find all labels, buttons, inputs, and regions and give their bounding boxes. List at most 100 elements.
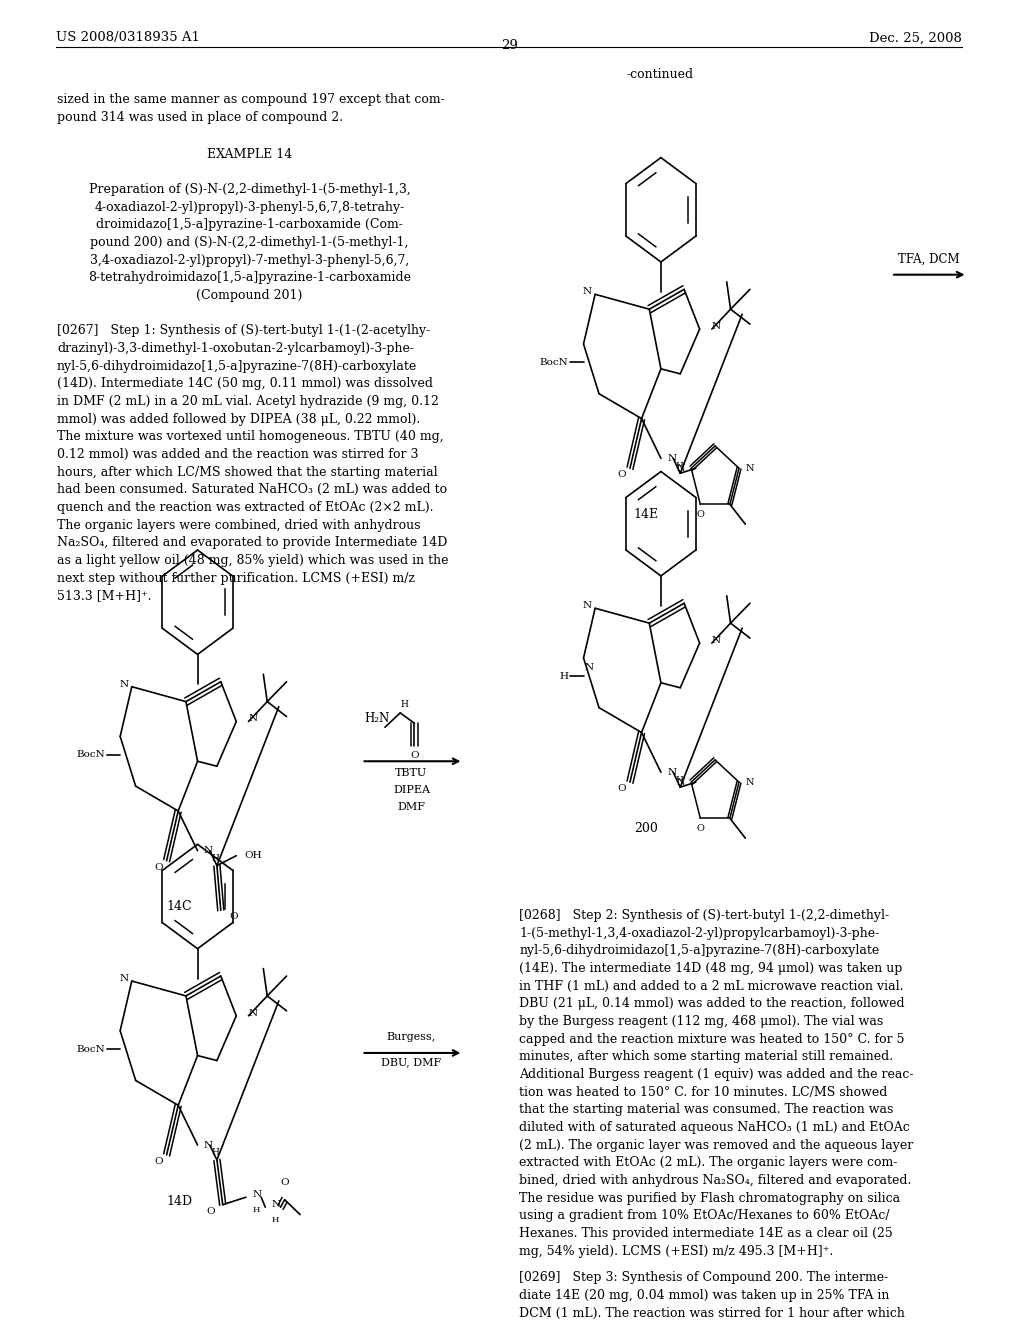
Text: Burgess,: Burgess, <box>387 1032 436 1043</box>
Text: N: N <box>583 288 592 296</box>
Text: O: O <box>281 1177 289 1187</box>
Text: OH: OH <box>245 851 262 861</box>
Text: using a gradient from 10% EtOAc/Hexanes to 60% EtOAc/: using a gradient from 10% EtOAc/Hexanes … <box>519 1209 890 1222</box>
Text: by the Burgess reagent (112 mg, 468 μmol). The vial was: by the Burgess reagent (112 mg, 468 μmol… <box>519 1015 884 1028</box>
Text: tion was heated to 150° C. for 10 minutes. LC/MS showed: tion was heated to 150° C. for 10 minute… <box>519 1085 888 1098</box>
Text: BocN: BocN <box>76 750 104 759</box>
Text: N: N <box>271 1200 281 1209</box>
Text: in DMF (2 mL) in a 20 mL vial. Acetyl hydrazide (9 mg, 0.12: in DMF (2 mL) in a 20 mL vial. Acetyl hy… <box>57 395 439 408</box>
Text: DCM (1 mL). The reaction was stirred for 1 hour after which: DCM (1 mL). The reaction was stirred for… <box>519 1307 905 1320</box>
Text: The mixture was vortexed until homogeneous. TBTU (40 mg,: The mixture was vortexed until homogeneo… <box>57 430 443 444</box>
Text: Dec. 25, 2008: Dec. 25, 2008 <box>869 32 963 45</box>
Text: Na₂SO₄, filtered and evaporated to provide Intermediate 14D: Na₂SO₄, filtered and evaporated to provi… <box>57 536 447 549</box>
Text: nyl-5,6-dihydroimidazo[1,5-a]pyrazine-7(8H)-carboxylate: nyl-5,6-dihydroimidazo[1,5-a]pyrazine-7(… <box>57 360 417 372</box>
Text: N: N <box>712 636 721 645</box>
Text: pound 314 was used in place of compound 2.: pound 314 was used in place of compound … <box>57 111 343 124</box>
Text: mmol) was added followed by DIPEA (38 μL, 0.22 mmol).: mmol) was added followed by DIPEA (38 μL… <box>57 413 420 425</box>
Text: [0269]   Step 3: Synthesis of Compound 200. The interme-: [0269] Step 3: Synthesis of Compound 200… <box>519 1271 889 1284</box>
Text: N: N <box>585 663 594 672</box>
Text: N: N <box>119 974 128 983</box>
Text: O: O <box>696 510 705 519</box>
Text: H: H <box>271 1216 279 1224</box>
Text: H: H <box>400 700 409 709</box>
Text: 200: 200 <box>634 822 657 836</box>
Text: pound 200) and (S)-N-(2,2-dimethyl-1-(5-methyl-1,: pound 200) and (S)-N-(2,2-dimethyl-1-(5-… <box>90 236 409 249</box>
Text: DBU (21 μL, 0.14 mmol) was added to the reaction, followed: DBU (21 μL, 0.14 mmol) was added to the … <box>519 998 905 1010</box>
Text: O: O <box>411 751 419 760</box>
Text: that the starting material was consumed. The reaction was: that the starting material was consumed.… <box>519 1104 894 1117</box>
Text: minutes, after which some starting material still remained.: minutes, after which some starting mater… <box>519 1051 894 1064</box>
Text: H₂N: H₂N <box>365 711 390 725</box>
Text: in THF (1 mL) and added to a 2 mL microwave reaction vial.: in THF (1 mL) and added to a 2 mL microw… <box>519 979 904 993</box>
Text: as a light yellow oil (48 mg, 85% yield) which was used in the: as a light yellow oil (48 mg, 85% yield)… <box>57 554 449 568</box>
Text: 1-(5-methyl-1,3,4-oxadiazol-2-yl)propylcarbamoyl)-3-phe-: 1-(5-methyl-1,3,4-oxadiazol-2-yl)propylc… <box>519 927 880 940</box>
Text: DBU, DMF: DBU, DMF <box>381 1057 441 1067</box>
Text: BocN: BocN <box>540 358 568 367</box>
Text: quench and the reaction was extracted of EtOAc (2×2 mL).: quench and the reaction was extracted of… <box>57 502 433 513</box>
Text: TBTU: TBTU <box>395 768 427 777</box>
Text: O: O <box>617 470 626 479</box>
Text: 3,4-oxadiazol-2-yl)propyl)-7-methyl-3-phenyl-5,6,7,: 3,4-oxadiazol-2-yl)propyl)-7-methyl-3-ph… <box>90 253 410 267</box>
Text: extracted with EtOAc (2 mL). The organic layers were com-: extracted with EtOAc (2 mL). The organic… <box>519 1156 898 1170</box>
Text: Preparation of (S)-N-(2,2-dimethyl-1-(5-methyl-1,3,: Preparation of (S)-N-(2,2-dimethyl-1-(5-… <box>89 183 411 197</box>
Text: O: O <box>617 784 626 793</box>
Text: BocN: BocN <box>76 1044 104 1053</box>
Text: N: N <box>677 777 685 787</box>
Text: N: N <box>677 463 685 473</box>
Text: bined, dried with anhydrous Na₂SO₄, filtered and evaporated.: bined, dried with anhydrous Na₂SO₄, filt… <box>519 1173 911 1187</box>
Text: O: O <box>155 863 163 871</box>
Text: [0268]   Step 2: Synthesis of (S)-tert-butyl 1-(2,2-dimethyl-: [0268] Step 2: Synthesis of (S)-tert-but… <box>519 909 890 923</box>
Text: EXAMPLE 14: EXAMPLE 14 <box>207 148 292 161</box>
Text: H: H <box>212 1148 220 1158</box>
Text: H: H <box>212 854 220 863</box>
Text: N: N <box>667 768 676 776</box>
Text: had been consumed. Saturated NaHCO₃ (2 mL) was added to: had been consumed. Saturated NaHCO₃ (2 m… <box>57 483 447 496</box>
Text: (2 mL). The organic layer was removed and the aqueous layer: (2 mL). The organic layer was removed an… <box>519 1139 913 1151</box>
Text: N: N <box>119 680 128 689</box>
Text: N: N <box>712 322 721 331</box>
Text: (14D). Intermediate 14C (50 mg, 0.11 mmol) was dissolved: (14D). Intermediate 14C (50 mg, 0.11 mmo… <box>57 378 433 391</box>
Text: 8-tetrahydroimidazo[1,5-a]pyrazine-1-carboxamide: 8-tetrahydroimidazo[1,5-a]pyrazine-1-car… <box>88 272 411 284</box>
Text: Additional Burgess reagent (1 equiv) was added and the reac-: Additional Burgess reagent (1 equiv) was… <box>519 1068 913 1081</box>
Text: O: O <box>155 1158 163 1166</box>
Text: sized in the same manner as compound 197 except that com-: sized in the same manner as compound 197… <box>57 92 444 106</box>
Text: DMF: DMF <box>397 801 425 812</box>
Text: nyl-5,6-dihydroimidazo[1,5-a]pyrazine-7(8H)-carboxylate: nyl-5,6-dihydroimidazo[1,5-a]pyrazine-7(… <box>519 944 880 957</box>
Text: O: O <box>696 824 705 833</box>
Text: N: N <box>745 777 754 787</box>
Text: [0267]   Step 1: Synthesis of (S)-tert-butyl 1-(1-(2-acetylhy-: [0267] Step 1: Synthesis of (S)-tert-but… <box>57 325 430 338</box>
Text: 0.12 mmol) was added and the reaction was stirred for 3: 0.12 mmol) was added and the reaction wa… <box>57 447 419 461</box>
Text: (Compound 201): (Compound 201) <box>197 289 303 302</box>
Text: H: H <box>559 672 568 681</box>
Text: 4-oxadiazol-2-yl)propyl)-3-phenyl-5,6,7,8-tetrahy-: 4-oxadiazol-2-yl)propyl)-3-phenyl-5,6,7,… <box>94 201 404 214</box>
Text: diate 14E (20 mg, 0.04 mmol) was taken up in 25% TFA in: diate 14E (20 mg, 0.04 mmol) was taken u… <box>519 1290 890 1302</box>
Text: TFA, DCM: TFA, DCM <box>898 252 959 265</box>
Text: 14D: 14D <box>167 1195 193 1208</box>
Text: H: H <box>675 776 683 784</box>
Text: The residue was purified by Flash chromatography on silica: The residue was purified by Flash chroma… <box>519 1192 900 1205</box>
Text: droimidazo[1,5-a]pyrazine-1-carboxamide (Com-: droimidazo[1,5-a]pyrazine-1-carboxamide … <box>96 218 402 231</box>
Text: (14E). The intermediate 14D (48 mg, 94 μmol) was taken up: (14E). The intermediate 14D (48 mg, 94 μ… <box>519 962 903 975</box>
Text: O: O <box>206 1206 215 1216</box>
Text: N: N <box>667 454 676 463</box>
Text: hours, after which LC/MS showed that the starting material: hours, after which LC/MS showed that the… <box>57 466 437 479</box>
Text: N: N <box>249 1008 258 1018</box>
Text: US 2008/0318935 A1: US 2008/0318935 A1 <box>56 32 200 45</box>
Text: The organic layers were combined, dried with anhydrous: The organic layers were combined, dried … <box>57 519 421 532</box>
Text: Hexanes. This provided intermediate 14E as a clear oil (25: Hexanes. This provided intermediate 14E … <box>519 1226 893 1239</box>
Text: 29: 29 <box>501 40 517 53</box>
Text: diluted with of saturated aqueous NaHCO₃ (1 mL) and EtOAc: diluted with of saturated aqueous NaHCO₃… <box>519 1121 910 1134</box>
Text: 14E: 14E <box>634 508 659 521</box>
Text: next step without further purification. LCMS (+ESI) m/z: next step without further purification. … <box>57 572 415 585</box>
Text: 14C: 14C <box>167 900 193 913</box>
Text: N: N <box>204 1140 213 1150</box>
Text: capped and the reaction mixture was heated to 150° C. for 5: capped and the reaction mixture was heat… <box>519 1032 905 1045</box>
Text: H: H <box>252 1206 259 1214</box>
Text: N: N <box>204 846 213 855</box>
Text: N: N <box>583 601 592 610</box>
Text: -continued: -continued <box>627 69 693 81</box>
Text: DIPEA: DIPEA <box>393 785 430 795</box>
Text: 513.3 [M+H]⁺.: 513.3 [M+H]⁺. <box>57 589 152 602</box>
Text: O: O <box>229 912 238 921</box>
Text: N: N <box>249 714 258 723</box>
